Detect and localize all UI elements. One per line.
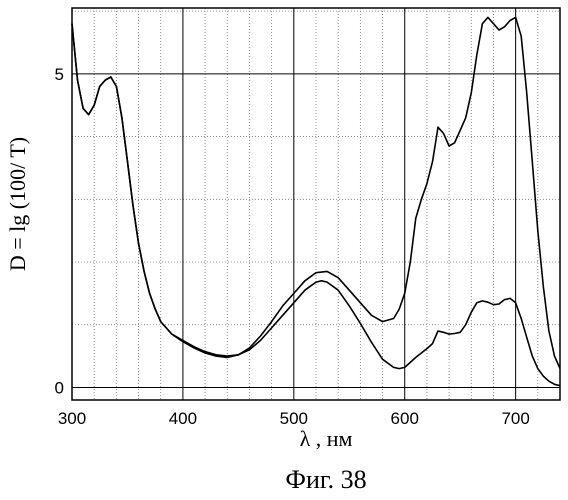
y-tick-label: 5 — [55, 65, 64, 84]
x-tick-label: 700 — [501, 409, 529, 428]
tick-layer: 30040050060070005 — [55, 65, 530, 428]
y-tick-label: 0 — [55, 378, 64, 397]
x-tick-label: 600 — [391, 409, 419, 428]
series-layer — [72, 17, 560, 385]
spectrum-curve-2 — [72, 17, 560, 368]
x-axis-label: λ , нм — [300, 426, 353, 451]
x-tick-label: 400 — [169, 409, 197, 428]
figure-caption: Фиг. 38 — [285, 465, 366, 494]
grid-layer — [72, 8, 560, 400]
y-axis-label: D = lg (100/ T) — [5, 137, 30, 271]
x-tick-label: 300 — [58, 409, 86, 428]
